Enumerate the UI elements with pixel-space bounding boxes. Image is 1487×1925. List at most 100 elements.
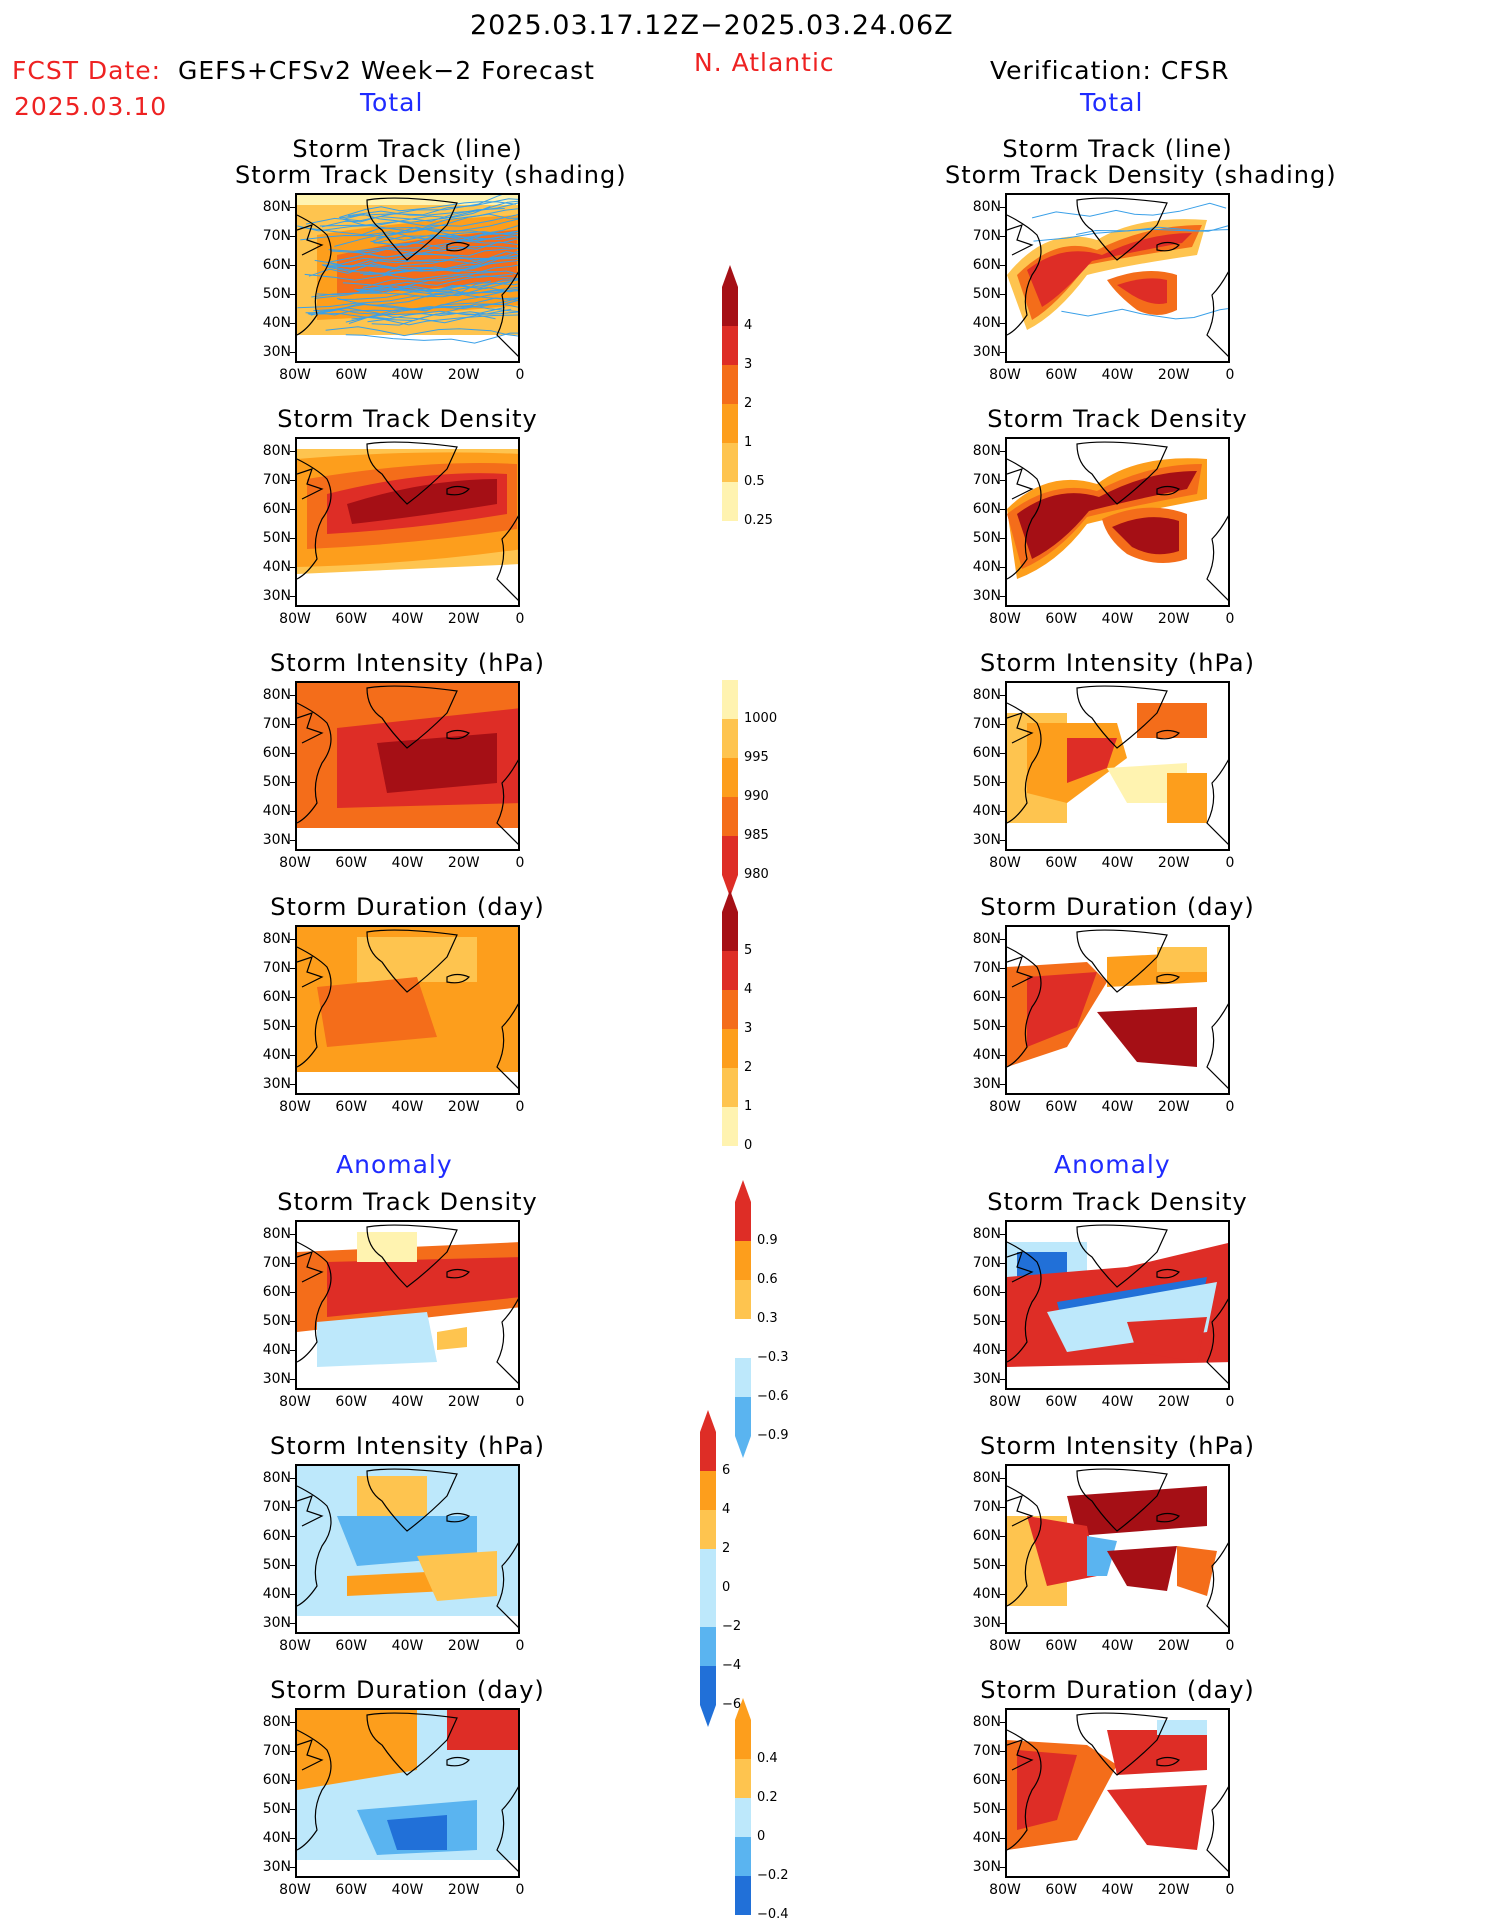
anomaly-right-label: Anomaly: [1054, 1150, 1171, 1179]
lat-tick: [290, 236, 296, 237]
colorbar-swatch: [722, 912, 738, 951]
lat-tick: [290, 567, 296, 568]
lon-tick-label: 60W: [1045, 611, 1078, 627]
colorbar-label: −0.6: [757, 1389, 789, 1404]
lon-tick-label: 60W: [335, 1099, 368, 1115]
lat-tick: [290, 509, 296, 510]
colorbar-swatch: [722, 443, 738, 482]
lat-tick: [1000, 1478, 1006, 1479]
lat-tick: [290, 1867, 296, 1868]
lat-tick: [1000, 1623, 1006, 1624]
lat-tick-label: 30N: [262, 1371, 291, 1387]
lon-tick-label: 60W: [1045, 1638, 1078, 1654]
lat-tick-label: 70N: [262, 1743, 291, 1759]
lon-tick-label: 20W: [1157, 1394, 1190, 1410]
lat-tick: [290, 1084, 296, 1085]
verification-label: Verification: CFSR: [990, 56, 1230, 85]
lat-tick: [290, 1722, 296, 1723]
lon-tick-label: 0: [1225, 1394, 1235, 1410]
lat-tick: [290, 1478, 296, 1479]
lon-tick-label: 20W: [1157, 855, 1190, 871]
colorbar-arrow-top: [722, 265, 738, 287]
lat-tick-label: 40N: [972, 1830, 1001, 1846]
lat-tick: [1000, 236, 1006, 237]
colorbar-swatch: [735, 1876, 751, 1915]
colorbar-label: 3: [744, 1021, 753, 1036]
colorbar-swatch: [722, 680, 738, 719]
storm-track-line: [304, 257, 494, 281]
lat-tick-label: 50N: [262, 1313, 291, 1329]
storm-track-line: [300, 226, 500, 242]
colorbar-anom_duration: [735, 1698, 751, 1915]
lat-tick-label: 30N: [262, 588, 291, 604]
lat-tick-label: 40N: [972, 1342, 1001, 1358]
map-panel: [295, 925, 520, 1095]
colorbar-swatch: [700, 1471, 716, 1510]
colorbar-arrow-top: [735, 1180, 751, 1202]
storm-track-line: [321, 208, 505, 228]
panel-title: Storm Track (line): [1002, 135, 1233, 163]
colorbar-swatch: [722, 1107, 738, 1146]
lat-tick: [1000, 1292, 1006, 1293]
lat-tick: [1000, 997, 1006, 998]
lat-tick: [1000, 1751, 1006, 1752]
map-panel: [1005, 437, 1230, 607]
lon-tick-label: 40W: [391, 855, 424, 871]
lat-tick-label: 70N: [972, 1499, 1001, 1515]
lon-tick-label: 20W: [447, 1394, 480, 1410]
storm-track-line: [334, 213, 518, 247]
lon-tick-label: 80W: [279, 1638, 311, 1654]
colorbar-swatch: [700, 1510, 716, 1549]
lon-tick-label: 20W: [447, 1638, 480, 1654]
total-right-label: Total: [1080, 88, 1144, 117]
lat-tick: [290, 1234, 296, 1235]
storm-track-line: [362, 264, 518, 288]
lat-tick-label: 50N: [262, 774, 291, 790]
colorbar-swatch: [735, 1241, 751, 1280]
colorbar-swatch: [700, 1588, 716, 1627]
storm-track-line: [328, 248, 518, 263]
lat-tick-label: 40N: [262, 559, 291, 575]
lon-tick-label: 80W: [989, 855, 1021, 871]
lat-tick-label: 70N: [262, 1255, 291, 1271]
lat-tick-label: 50N: [972, 530, 1001, 546]
lat-tick-label: 30N: [972, 344, 1001, 360]
lat-tick-label: 30N: [972, 1371, 1001, 1387]
storm-track-line: [338, 201, 516, 218]
lat-tick: [1000, 451, 1006, 452]
colorbar-intensity: [722, 680, 738, 897]
storm-track-line: [316, 281, 510, 296]
lon-tick-label: 80W: [279, 367, 311, 383]
panel-title: Storm Track Density (shading): [235, 161, 627, 189]
lon-tick-label: 20W: [447, 1099, 480, 1115]
fcst-model: GEFS+CFSv2 Week−2 Forecast: [178, 56, 595, 85]
lon-tick-label: 80W: [279, 855, 311, 871]
lat-tick: [1000, 323, 1006, 324]
storm-track-line: [348, 310, 518, 324]
lat-tick: [290, 538, 296, 539]
fcst-date: 2025.03.10: [14, 92, 168, 121]
map-panel: [295, 1220, 520, 1390]
lat-tick-label: 50N: [262, 1557, 291, 1573]
storm-track-line: [371, 299, 518, 326]
colorbar-label: 2: [744, 1060, 753, 1075]
colorbar-label: 0.4: [757, 1751, 778, 1766]
lon-tick-label: 20W: [447, 611, 480, 627]
lat-tick-label: 60N: [972, 989, 1001, 1005]
storm-track-line: [319, 208, 518, 227]
lat-tick-label: 60N: [262, 989, 291, 1005]
lat-tick-label: 50N: [972, 1313, 1001, 1329]
lon-tick-label: 60W: [335, 855, 368, 871]
lat-tick-label: 40N: [262, 1586, 291, 1602]
map-panel: [1005, 193, 1230, 363]
lat-tick: [290, 1292, 296, 1293]
lat-tick: [1000, 538, 1006, 539]
lat-tick: [290, 596, 296, 597]
lat-tick: [1000, 596, 1006, 597]
lat-tick-label: 30N: [972, 1615, 1001, 1631]
lon-tick-label: 40W: [1101, 855, 1134, 871]
lat-tick-label: 60N: [972, 1772, 1001, 1788]
lat-tick: [1000, 724, 1006, 725]
storm-track-line: [1031, 202, 1227, 219]
map-panel: [295, 1708, 520, 1878]
